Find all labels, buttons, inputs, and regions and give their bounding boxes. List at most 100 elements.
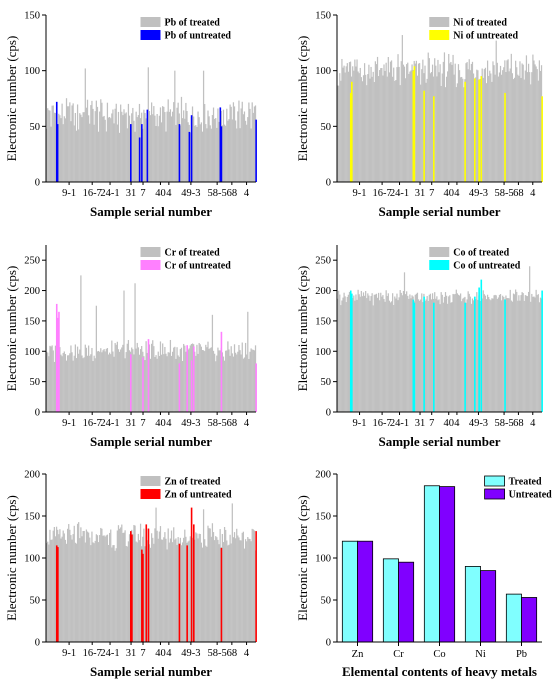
treated-bar — [156, 358, 158, 412]
treated-bar — [155, 507, 157, 642]
treated-bar — [232, 102, 235, 182]
x-tick-label: 58-5 — [494, 188, 513, 199]
treated-bar — [403, 66, 406, 182]
chart-panel-6: Zn Cr Co Ni Pb 0 50 100 150 200 Elemental contents… — [295, 470, 552, 680]
untreated-bar — [130, 124, 132, 182]
treated-bar — [122, 344, 124, 412]
treated-bar — [512, 293, 515, 412]
treated-bar — [237, 111, 239, 182]
treated-bar — [48, 544, 50, 642]
treated-bar — [403, 272, 406, 412]
treated-bar — [452, 54, 454, 182]
treated-bar — [172, 111, 174, 182]
treated-bar — [128, 115, 131, 182]
treated-bar — [94, 540, 96, 642]
treated-bar — [462, 78, 464, 182]
treated-bar — [457, 64, 460, 182]
treated-bar — [370, 66, 372, 182]
treated-bar — [477, 299, 479, 412]
treated-bar — [154, 528, 156, 642]
treated-bar — [199, 124, 201, 182]
treated-bar — [447, 71, 449, 182]
untreated-bar — [349, 92, 352, 182]
treated-bar — [73, 525, 75, 642]
y-tick-label: 0 — [35, 178, 40, 189]
treated-bar — [384, 70, 386, 182]
treated-bar — [141, 345, 143, 412]
treated-bar — [498, 294, 501, 412]
treated-bar — [506, 60, 508, 183]
legend-label: Pb of untreated — [165, 31, 232, 42]
treated-bar — [355, 294, 357, 412]
treated-bar — [200, 542, 202, 642]
treated-bar — [468, 293, 470, 412]
legend-label: Pb of treated — [165, 18, 221, 29]
treated-bar — [251, 528, 253, 642]
treated-bar — [212, 532, 215, 642]
untreated-bar — [190, 507, 193, 642]
untreated-bar — [255, 363, 257, 412]
treated-bar — [132, 534, 134, 642]
x-tick-label: 49-3 — [469, 418, 488, 429]
treated-bar — [435, 65, 437, 182]
treated-bar — [196, 126, 198, 182]
untreated-bar — [504, 92, 506, 182]
treated-bar — [535, 66, 537, 182]
treated-bar — [90, 354, 92, 412]
x-tick-label: 4 — [454, 188, 460, 199]
treated-bar — [214, 353, 216, 412]
untreated-bar — [504, 299, 506, 412]
y-axis-label: Electronic number (cps) — [295, 266, 310, 392]
treated-bar — [417, 299, 420, 412]
treated-bar — [427, 301, 429, 412]
treated-bar — [532, 296, 534, 412]
treated-bar — [116, 530, 118, 642]
treated-bar — [455, 87, 457, 182]
x-tick-label: Cr — [393, 649, 404, 660]
treated-bar — [486, 294, 489, 412]
treated-bar — [156, 530, 158, 642]
bar-untreated-zn — [357, 540, 374, 643]
treated-bar — [462, 298, 464, 412]
treated-bar — [507, 298, 509, 412]
treated-bar — [109, 116, 111, 182]
treated-bar — [498, 72, 501, 182]
treated-bar — [361, 296, 364, 412]
treated-bar — [111, 113, 113, 182]
treated-bar — [175, 358, 177, 412]
legend-swatch — [140, 489, 161, 499]
treated-bar — [175, 538, 177, 642]
treated-bar — [199, 533, 201, 642]
treated-bar — [434, 292, 436, 412]
treated-bar — [516, 67, 518, 182]
treated-bar — [451, 302, 453, 412]
treated-bar — [488, 75, 490, 182]
treated-bar — [168, 111, 170, 182]
treated-bar — [105, 131, 107, 182]
treated-bar — [352, 66, 354, 182]
x-tick-label: 7 — [429, 188, 434, 199]
treated-bar — [382, 75, 384, 182]
untreated-bar — [351, 81, 353, 182]
treated-bar — [352, 297, 354, 412]
treated-bar — [501, 74, 503, 182]
untreated-bars — [349, 279, 543, 412]
y-tick-label: 150 — [24, 316, 40, 327]
treated-bar — [252, 349, 254, 412]
treated-bar — [116, 124, 118, 182]
treated-bar — [444, 87, 447, 182]
treated-bar — [369, 78, 371, 182]
treated-bar — [63, 116, 65, 182]
chart-panel-1: 9-1 16-724-1 31 7 40 4 49-3 58-5 68 4050100150Sam… — [4, 11, 257, 219]
treated-bar — [496, 62, 498, 183]
treated-bar — [197, 111, 199, 182]
treated-bar — [197, 353, 199, 412]
treated-bar — [72, 103, 74, 182]
treated-bar — [486, 60, 489, 183]
y-tick-label: 0 — [35, 638, 40, 649]
treated-bar — [381, 296, 383, 412]
treated-bar — [520, 77, 522, 182]
treated-bar — [431, 293, 434, 412]
treated-bar — [231, 503, 233, 642]
treated-bar — [445, 295, 448, 412]
